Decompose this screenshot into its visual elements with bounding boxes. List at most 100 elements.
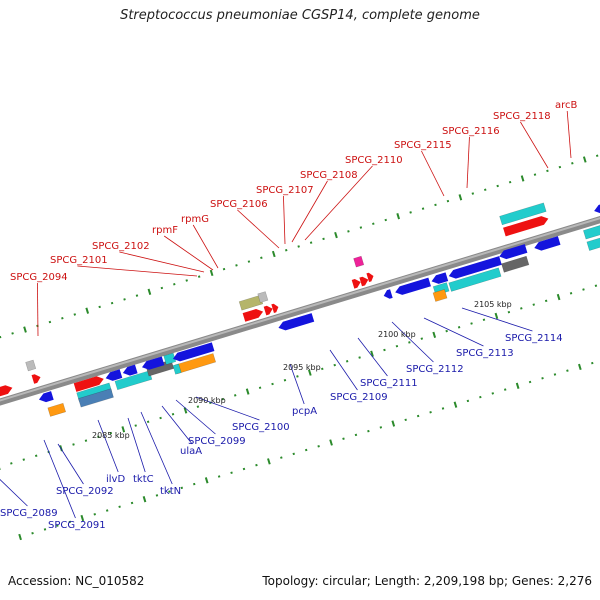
tick-mark	[532, 303, 535, 306]
cds-reverse-arrow	[278, 313, 315, 331]
leader-line	[77, 265, 198, 277]
gene-feature	[351, 279, 361, 289]
tick-mark	[546, 169, 549, 173]
tick-mark	[255, 463, 258, 467]
tick-mark	[544, 299, 548, 303]
gene-feature	[383, 289, 393, 299]
gene-feature	[47, 402, 67, 417]
tick-mark	[34, 454, 38, 458]
tick-mark	[18, 533, 22, 541]
cds-forward-arrow	[263, 305, 273, 316]
cds-reverse-arrow	[383, 289, 393, 299]
tick-mark	[110, 301, 114, 305]
scale-label: 2085 kbp	[92, 431, 130, 440]
tick-mark	[130, 501, 134, 505]
leader-line	[291, 180, 328, 243]
accession-text: Accession: NC_010582	[8, 574, 145, 588]
tick-mark	[507, 310, 511, 314]
tick-mark	[142, 496, 147, 503]
leader-line	[0, 479, 28, 507]
cds-forward-arrow	[31, 374, 41, 384]
tick-mark	[508, 180, 512, 184]
gene-feature	[395, 277, 431, 295]
tick-mark	[217, 475, 221, 478]
tick-mark	[84, 439, 88, 442]
gene-feature	[278, 313, 315, 331]
tick-mark	[80, 514, 85, 522]
gene-label-top: rpmF	[152, 225, 178, 236]
tick-mark	[309, 241, 313, 244]
tick-mark	[85, 307, 90, 314]
gene-feature	[366, 272, 374, 283]
tick-mark	[183, 407, 188, 414]
tick-mark	[155, 494, 159, 497]
gene-feature	[0, 385, 13, 400]
tick-mark	[553, 373, 557, 376]
tick-mark	[196, 405, 200, 408]
scale-label: 2090 kbp	[188, 396, 226, 405]
leader-line	[140, 411, 173, 485]
gene-label-top: SPCG_2094	[10, 272, 68, 283]
gene-block	[353, 255, 365, 268]
tick-mark	[22, 458, 26, 461]
tick-mark	[354, 433, 358, 437]
gene-feature	[432, 289, 448, 302]
tick-mark	[446, 199, 450, 203]
tick-mark	[347, 230, 350, 233]
tick-mark	[180, 486, 184, 490]
leader-line	[461, 307, 533, 332]
tick-mark	[566, 369, 569, 372]
gene-label-bottom: SPCG_2089	[0, 508, 58, 519]
tick-mark	[271, 382, 274, 386]
tick-mark	[333, 363, 336, 367]
leader-line	[192, 224, 219, 269]
tick-mark	[230, 471, 233, 474]
tick-mark	[520, 307, 523, 310]
leader-line	[175, 399, 216, 435]
gene-feature	[594, 192, 600, 214]
gene-feature	[448, 256, 502, 279]
cds-reverse-arrow	[122, 364, 138, 376]
gene-label-bottom: tktN	[160, 486, 181, 497]
tick-marks	[0, 154, 599, 541]
leader-line	[466, 136, 470, 189]
tick-mark	[556, 293, 561, 301]
cds-reverse-arrow	[431, 272, 449, 284]
tick-mark	[582, 288, 585, 291]
leader-line	[161, 405, 193, 445]
gene-features	[0, 192, 600, 417]
leader-line	[421, 150, 445, 197]
tick-mark	[283, 378, 287, 382]
tick-mark	[496, 184, 499, 188]
tick-mark	[391, 420, 396, 427]
scale-label: 2105 kbp	[474, 300, 512, 309]
tick-mark	[197, 275, 201, 278]
leader-line	[37, 282, 39, 337]
scale-label: 2100 kbp	[378, 330, 416, 339]
tick-mark	[367, 429, 370, 433]
tick-mark	[342, 437, 345, 440]
tick-mark	[31, 531, 34, 535]
cds-reverse-arrow	[38, 391, 54, 403]
leader-line	[195, 396, 260, 421]
leader-line	[119, 251, 205, 273]
tick-mark	[93, 513, 96, 516]
tick-mark	[453, 401, 458, 408]
tick-mark	[118, 505, 121, 508]
tick-mark	[434, 203, 437, 207]
leader-line	[283, 195, 286, 245]
leader-line	[43, 439, 76, 519]
gene-label-top: arcB	[555, 100, 578, 111]
gene-label-top: SPCG_2106	[210, 199, 268, 210]
tick-mark	[280, 456, 283, 459]
gene-label-bottom: SPCG_2109	[330, 392, 388, 403]
cds-reverse-arrow	[395, 277, 431, 295]
leader-line	[357, 337, 388, 377]
tick-mark	[222, 267, 226, 271]
tick-mark	[321, 367, 324, 371]
tick-mark	[409, 211, 412, 214]
tick-mark	[247, 260, 251, 263]
tick-mark	[591, 361, 594, 365]
map-title: Streptococcus pneumoniae CGSP14, complet…	[120, 8, 480, 23]
tick-mark	[296, 375, 299, 378]
